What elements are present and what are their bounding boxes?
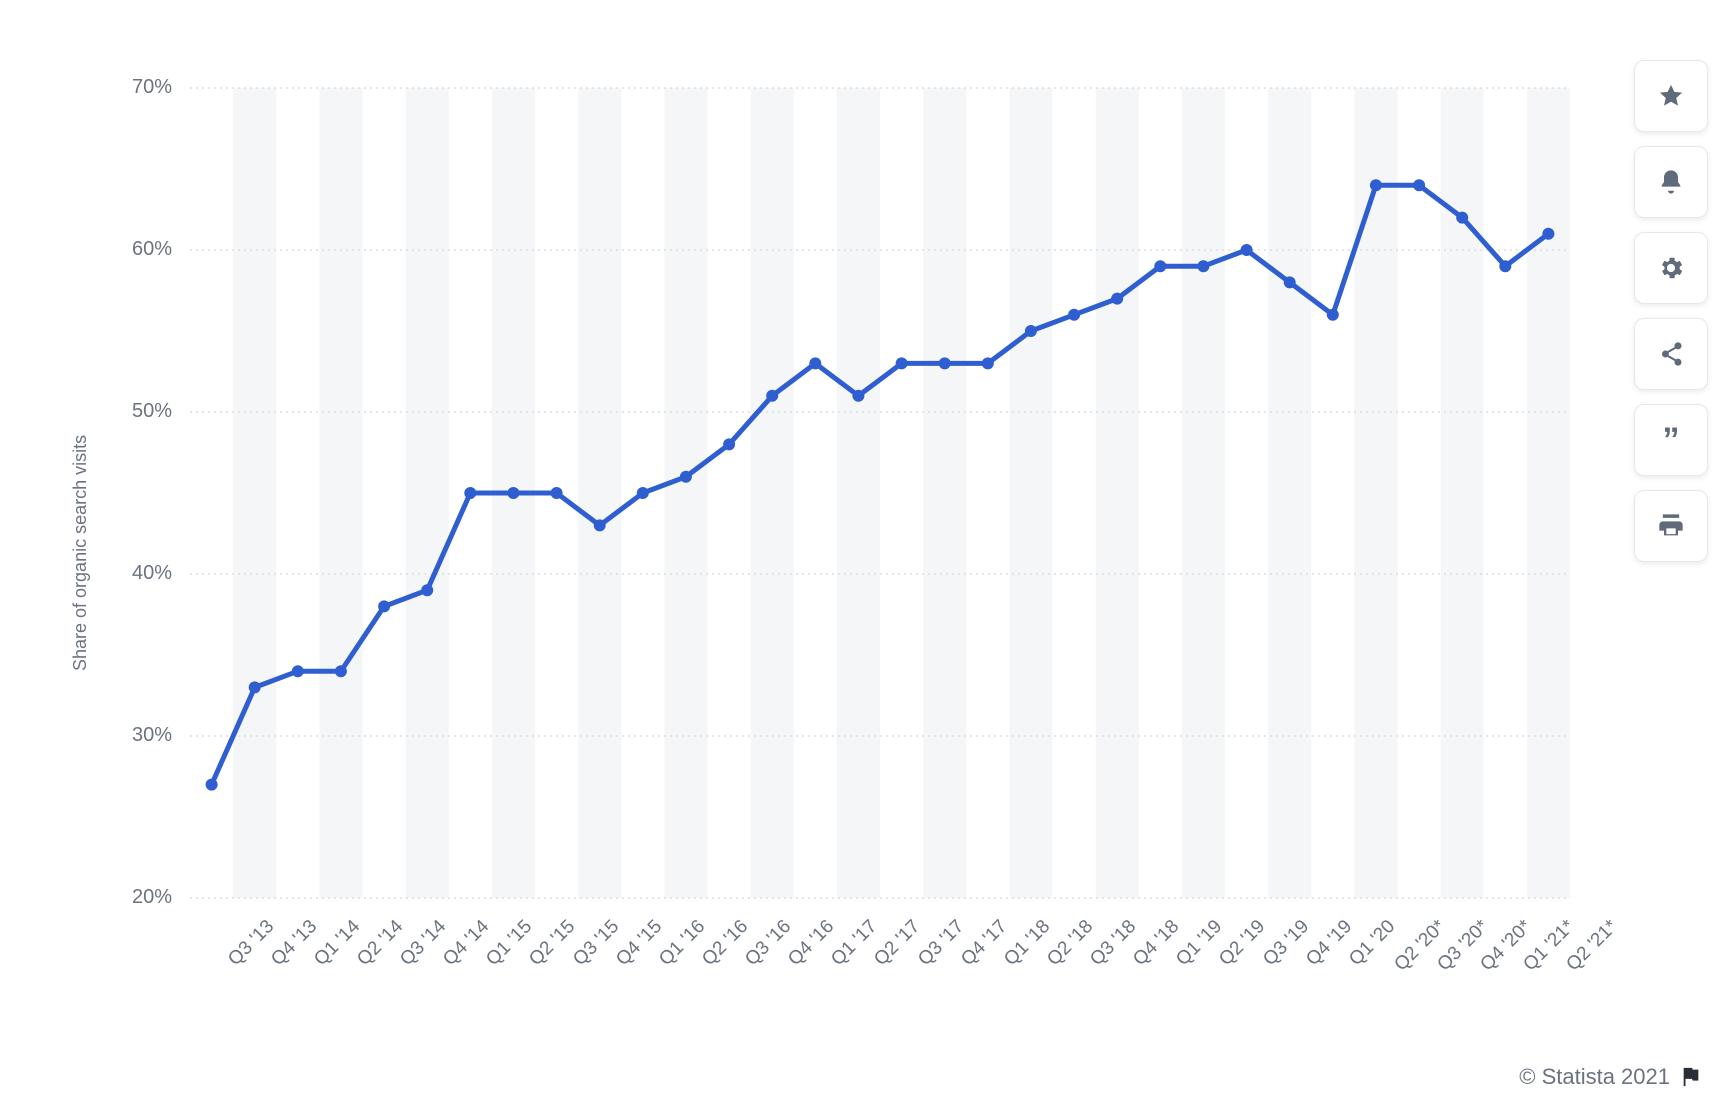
flag-icon[interactable]	[1680, 1066, 1702, 1088]
settings-button[interactable]	[1634, 232, 1708, 304]
y-tick-label: 60%	[112, 238, 172, 261]
quote-icon: ”	[1663, 423, 1680, 457]
y-axis-title: Share of organic search visits	[70, 435, 91, 671]
print-icon	[1657, 512, 1685, 540]
attribution: © Statista 2021	[1519, 1064, 1702, 1090]
gear-icon	[1657, 254, 1685, 282]
share-button[interactable]	[1634, 318, 1708, 390]
cite-button[interactable]: ”	[1634, 404, 1708, 476]
y-tick-label: 70%	[112, 76, 172, 99]
chart-container: 20%30%40%50%60%70% Q3 '13Q4 '13Q1 '14Q2 …	[0, 0, 1724, 1118]
alert-button[interactable]	[1634, 146, 1708, 218]
y-tick-label: 40%	[112, 562, 172, 585]
star-icon	[1657, 82, 1685, 110]
share-icon	[1657, 340, 1685, 368]
y-tick-label: 30%	[112, 724, 172, 747]
print-button[interactable]	[1634, 490, 1708, 562]
y-tick-label: 50%	[112, 400, 172, 423]
bell-icon	[1657, 168, 1685, 196]
chart-toolbar: ”	[1634, 60, 1706, 562]
y-tick-label: 20%	[112, 886, 172, 909]
favorite-button[interactable]	[1634, 60, 1708, 132]
attribution-text: © Statista 2021	[1519, 1064, 1670, 1090]
